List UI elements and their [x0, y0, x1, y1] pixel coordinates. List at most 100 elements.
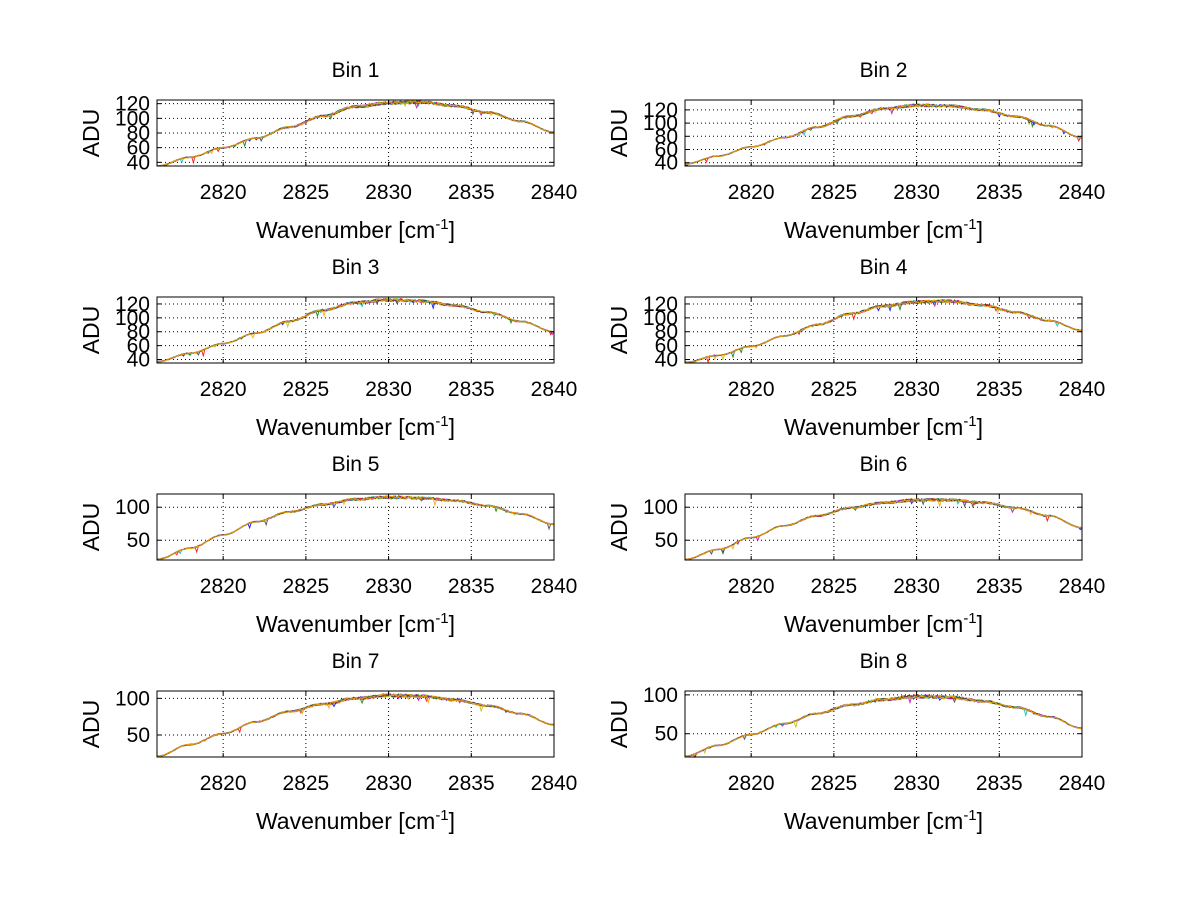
- panel-bin-7: 2820 2825 2830 2835 2840 50 100 Bin 7 Wavenumber…: [78, 650, 577, 834]
- x-tick-label: 2830: [365, 181, 412, 204]
- plot-area: [157, 494, 554, 560]
- x-tick-label: 2840: [531, 575, 578, 598]
- x-tick-label: 2825: [283, 378, 330, 401]
- y-tick-label: 60: [127, 335, 150, 358]
- y-tick-label: 120: [643, 99, 678, 122]
- y-axis-label: ADU: [78, 109, 104, 158]
- x-tick-label: 2830: [365, 575, 412, 598]
- y-tick-label: 40: [127, 151, 150, 174]
- y-tick-label: 60: [655, 335, 678, 358]
- x-tick-label: 2820: [728, 772, 775, 795]
- spectrum-series-8: [156, 298, 555, 363]
- y-tick-label: 100: [643, 112, 678, 135]
- spectrum-series-8: [684, 694, 1083, 758]
- y-tick-label: 100: [643, 307, 678, 330]
- y-tick-label: 100: [115, 687, 150, 710]
- y-tick-label: 50: [127, 724, 150, 747]
- panel-title: Bin 8: [860, 650, 908, 673]
- axes-box: [684, 99, 1083, 167]
- x-tick-label: 2835: [976, 181, 1023, 204]
- y-tick-label: 40: [127, 349, 150, 372]
- x-tick-label: 2840: [1059, 772, 1106, 795]
- plot-area: [157, 691, 554, 757]
- x-tick-label: 2825: [283, 772, 330, 795]
- y-tick-label: 50: [655, 529, 678, 552]
- spectrum-series-8: [684, 299, 1083, 364]
- x-tick-label: 2835: [976, 575, 1023, 598]
- y-axis-label: ADU: [78, 700, 104, 749]
- x-tick-label: 2825: [811, 575, 858, 598]
- x-tick-label: 2830: [893, 772, 940, 795]
- y-tick-label: 60: [127, 137, 150, 160]
- y-tick-label: 100: [643, 496, 678, 519]
- panel-bin-5: 2820 2825 2830 2835 2840 50 100 Bin 5 Wavenumber…: [78, 453, 577, 637]
- y-tick-label: 100: [115, 307, 150, 330]
- spectrum-series-8: [156, 693, 555, 758]
- panel-title: Bin 6: [860, 453, 908, 476]
- x-tick-label: 2840: [1059, 378, 1106, 401]
- x-tick-label: 2830: [893, 181, 940, 204]
- axes-box: [156, 690, 555, 758]
- y-axis-label: ADU: [606, 700, 632, 749]
- y-axis-label: ADU: [606, 109, 632, 158]
- panel-bin-8: 2820 2825 2830 2835 2840 50 100 Bin 8 Wavenumber…: [606, 650, 1105, 834]
- x-tick-label: 2835: [448, 575, 495, 598]
- x-tick-label: 2835: [448, 378, 495, 401]
- y-tick-label: 120: [643, 293, 678, 316]
- axes-box: [156, 296, 555, 364]
- x-tick-label: 2840: [531, 378, 578, 401]
- x-tick-label: 2830: [365, 772, 412, 795]
- x-axis-label: Wavenumber [cm-1]: [784, 807, 983, 834]
- x-tick-label: 2825: [811, 378, 858, 401]
- x-tick-label: 2820: [200, 181, 247, 204]
- x-axis-label: Wavenumber [cm-1]: [784, 413, 983, 440]
- y-tick-label: 50: [655, 723, 678, 746]
- spectrum-series-8: [684, 103, 1083, 165]
- x-axis-label: Wavenumber [cm-1]: [256, 807, 455, 834]
- y-tick-label: 80: [127, 122, 150, 145]
- x-tick-label: 2835: [976, 772, 1023, 795]
- x-axis-label: Wavenumber [cm-1]: [784, 610, 983, 637]
- x-tick-label: 2830: [365, 378, 412, 401]
- y-tick-label: 60: [655, 139, 678, 162]
- x-axis-label: Wavenumber [cm-1]: [256, 610, 455, 637]
- x-tick-label: 2825: [283, 181, 330, 204]
- axes-box: [684, 296, 1083, 364]
- plot-area: [157, 100, 554, 166]
- panel-title: Bin 3: [332, 256, 380, 279]
- y-tick-label: 40: [655, 349, 678, 372]
- x-tick-label: 2825: [811, 181, 858, 204]
- x-tick-label: 2825: [283, 575, 330, 598]
- x-tick-label: 2820: [200, 575, 247, 598]
- x-tick-label: 2820: [728, 378, 775, 401]
- x-tick-label: 2835: [448, 181, 495, 204]
- x-axis-label: Wavenumber [cm-1]: [256, 216, 455, 243]
- x-tick-label: 2840: [531, 181, 578, 204]
- x-tick-label: 2820: [200, 772, 247, 795]
- y-tick-label: 80: [655, 125, 678, 148]
- x-tick-label: 2835: [448, 772, 495, 795]
- y-tick-label: 80: [127, 321, 150, 344]
- y-tick-label: 120: [115, 93, 150, 116]
- x-tick-label: 2840: [531, 772, 578, 795]
- spectrum-series-8: [684, 497, 1083, 560]
- panel-title: Bin 5: [332, 453, 380, 476]
- y-tick-label: 40: [655, 152, 678, 175]
- panel-title: Bin 1: [332, 59, 380, 82]
- y-axis-label: ADU: [606, 306, 632, 355]
- y-tick-label: 50: [127, 529, 150, 552]
- y-tick-label: 100: [115, 107, 150, 130]
- y-axis-label: ADU: [78, 306, 104, 355]
- y-tick-label: 120: [115, 293, 150, 316]
- plot-area: [157, 297, 554, 363]
- axes-box: [684, 493, 1083, 561]
- x-tick-label: 2830: [893, 575, 940, 598]
- panel-bin-6: 2820 2825 2830 2835 2840 50 100 Bin 6 Wavenumber…: [606, 453, 1105, 637]
- x-axis-label: Wavenumber [cm-1]: [784, 216, 983, 243]
- x-tick-label: 2820: [728, 181, 775, 204]
- panel-title: Bin 7: [332, 650, 380, 673]
- x-tick-label: 2835: [976, 378, 1023, 401]
